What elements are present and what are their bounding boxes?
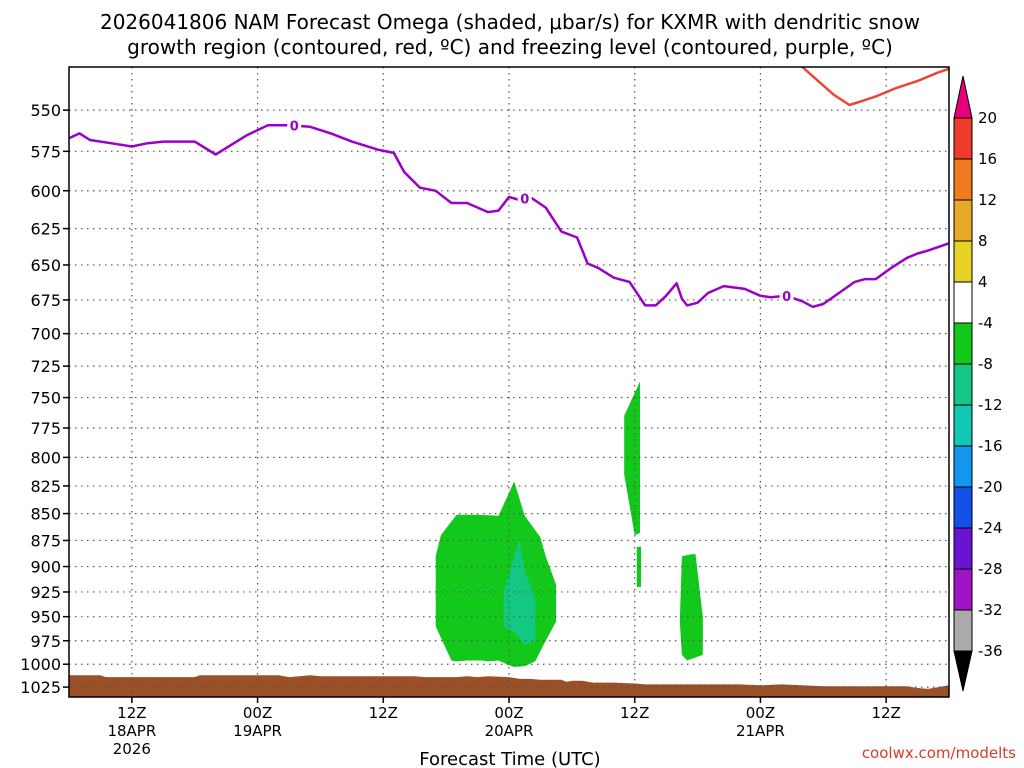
y-tick-label-575: 575 — [30, 142, 61, 161]
contour-label-1: 0 — [290, 120, 299, 135]
colorbar-box-2 — [953, 158, 973, 201]
contour-label-bg-2 — [517, 190, 532, 207]
colorbar-label-5: 4 — [978, 273, 988, 291]
contour-label-bg-1 — [287, 117, 302, 134]
chart-title-line1: 2026041806 NAM Forecast Omega (shaded, μ… — [100, 10, 920, 34]
contour-label-3: 0 — [782, 290, 791, 305]
dgz-red-contour — [801, 67, 949, 107]
y-tick-label-800: 800 — [30, 448, 61, 467]
y-tick-label-925: 925 — [30, 583, 61, 602]
y-tick-label-825: 825 — [30, 477, 61, 496]
credit-text: coolwx.com/modelts — [862, 744, 1016, 762]
y-tick-label-750: 750 — [30, 389, 61, 408]
colorbar-label-12: -28 — [978, 560, 1003, 578]
omega-region-5 — [679, 554, 703, 661]
colorbar-box-6 — [953, 322, 973, 365]
colorbar-box-10 — [953, 486, 973, 529]
gridlines — [69, 67, 949, 697]
colorbar-box-3 — [953, 199, 973, 242]
colorbar-box-7 — [953, 363, 973, 406]
colorbar-label-9: -16 — [978, 437, 1003, 455]
x-tick-label-18: 00Z — [243, 704, 272, 722]
colorbar-label-2: 16 — [978, 150, 997, 168]
chart-title-line2: growth region (contoured, red, ºC) and f… — [127, 35, 893, 59]
y-tick-label-1000: 1000 — [20, 655, 61, 674]
colorbar-box-1 — [953, 117, 973, 160]
y-tick-label-850: 850 — [30, 505, 61, 524]
y-tick-label-550: 550 — [30, 101, 61, 120]
colorbar-label-7: -8 — [978, 355, 993, 373]
y-tick-label-950: 950 — [30, 608, 61, 627]
y-tick-label-650: 650 — [30, 256, 61, 275]
y-tick-label-975: 975 — [30, 632, 61, 651]
colorbar-label-8: -12 — [978, 396, 1003, 414]
x-axis-label: Forecast Time (UTC) — [419, 749, 600, 768]
y-axis: 550 575 600 625 650 675 700 725 750 775 800 825 850 8… — [20, 101, 69, 697]
colorbar-box-11 — [953, 527, 973, 570]
colorbar-box-4 — [953, 240, 973, 283]
colorbar-top-arrow — [953, 75, 973, 119]
x-tick-date-18: 19APR — [233, 722, 282, 740]
colorbar-label-6: -4 — [978, 314, 993, 332]
x-tick-label-42: 00Z — [494, 704, 523, 722]
plot-area — [69, 67, 949, 697]
colorbar-label-10: -20 — [978, 478, 1003, 496]
y-tick-label-725: 725 — [30, 357, 61, 376]
colorbar-box-12 — [953, 568, 973, 611]
x-tick-date-42: 20APR — [485, 722, 534, 740]
x-tick-date-6: 18APR — [107, 722, 156, 740]
colorbar-label-11: -24 — [978, 519, 1003, 537]
colorbar-label-1: 20 — [978, 109, 997, 127]
x-tick-label-6: 12Z — [117, 704, 146, 722]
x-tick-label-30: 12Z — [369, 704, 398, 722]
colorbar-box-8 — [953, 404, 973, 447]
y-tick-label-1025: 1025 — [20, 678, 61, 697]
colorbar-box-13 — [953, 609, 973, 652]
y-tick-label-600: 600 — [30, 182, 61, 201]
colorbar-box-5 — [953, 281, 973, 324]
colorbar-label-3: 12 — [978, 191, 997, 209]
contour-label-2: 0 — [520, 192, 529, 207]
freezing-level-contour: 0 0 0 — [68, 117, 950, 309]
y-tick-label-900: 900 — [30, 558, 61, 577]
y-tick-label-625: 625 — [30, 220, 61, 239]
colorbar-bottom-arrow — [953, 650, 973, 692]
x-tick-date-66: 21APR — [736, 722, 785, 740]
x-tick-label-54: 12Z — [620, 704, 649, 722]
y-tick-label-875: 875 — [30, 531, 61, 550]
x-tick-label-78: 12Z — [871, 704, 900, 722]
colorbar: 20 16 12 8 4 -4 -8 -12 -16 -20 -24 -28 -32 -36 — [953, 75, 1003, 692]
y-tick-label-700: 700 — [30, 325, 61, 344]
freezing-level-line — [68, 123, 950, 309]
x-tick-year-6: 2026 — [113, 740, 151, 758]
colorbar-label-13: -32 — [978, 601, 1003, 619]
colorbar-label-4: 8 — [978, 232, 988, 250]
y-tick-label-775: 775 — [30, 419, 61, 438]
y-tick-label-675: 675 — [30, 291, 61, 310]
omega-region-3 — [624, 381, 640, 536]
plot-frame — [68, 66, 950, 698]
omega-region-4 — [636, 546, 641, 587]
colorbar-label-14: -36 — [978, 642, 1003, 660]
colorbar-box-9 — [953, 445, 973, 488]
contour-label-bg-3 — [779, 287, 794, 304]
x-tick-label-66: 00Z — [746, 704, 775, 722]
